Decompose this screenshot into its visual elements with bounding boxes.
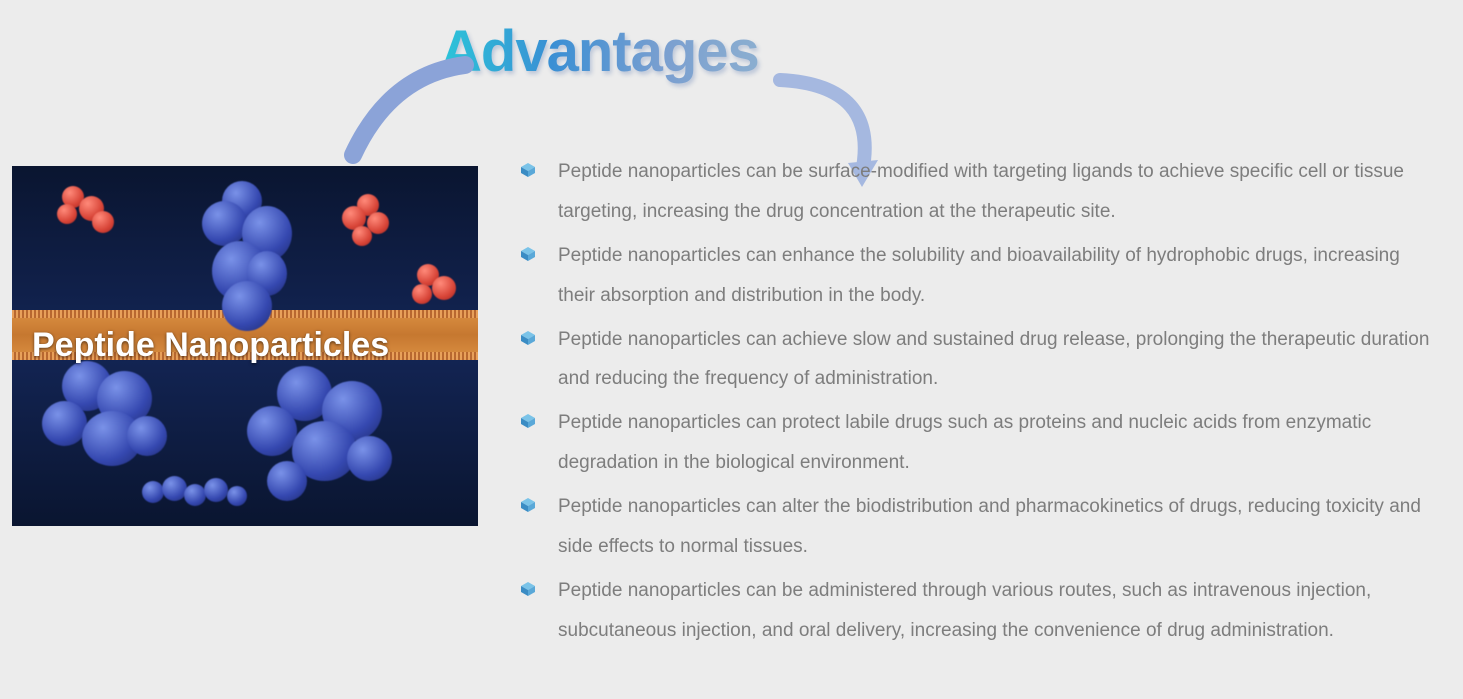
list-item: Peptide nanoparticles can achieve slow a… xyxy=(520,320,1430,400)
list-item: Peptide nanoparticles can be administere… xyxy=(520,571,1430,651)
nanoparticle-image: Peptide Nanoparticles xyxy=(12,166,478,526)
image-caption: Peptide Nanoparticles xyxy=(32,326,389,365)
left-arrow-icon xyxy=(335,55,475,165)
blue-molecule-cluster xyxy=(142,476,262,516)
list-item-text: Peptide nanoparticles can alter the biod… xyxy=(558,496,1421,557)
list-item: Peptide nanoparticles can enhance the so… xyxy=(520,236,1430,316)
red-molecule-cluster xyxy=(407,264,467,319)
cube-icon xyxy=(520,246,536,262)
cube-icon xyxy=(520,330,536,346)
blue-molecule-cluster xyxy=(237,366,407,511)
red-molecule-cluster xyxy=(337,194,407,254)
list-item: Peptide nanoparticles can alter the biod… xyxy=(520,487,1430,567)
cube-icon xyxy=(520,581,536,597)
blue-molecule-cluster xyxy=(192,181,302,331)
list-item-text: Peptide nanoparticles can enhance the so… xyxy=(558,245,1400,306)
list-item: Peptide nanoparticles can protect labile… xyxy=(520,403,1430,483)
cube-icon xyxy=(520,497,536,513)
list-item-text: Peptide nanoparticles can be administere… xyxy=(558,580,1371,641)
cube-icon xyxy=(520,162,536,178)
list-item-text: Peptide nanoparticles can achieve slow a… xyxy=(558,329,1429,390)
blue-molecule-cluster xyxy=(42,361,182,491)
list-item-text: Peptide nanoparticles can protect labile… xyxy=(558,412,1371,473)
title-heading: Advantages xyxy=(440,18,759,85)
red-molecule-cluster xyxy=(57,186,127,241)
cube-icon xyxy=(520,413,536,429)
list-item: Peptide nanoparticles can be surface-mod… xyxy=(520,152,1430,232)
advantages-list: Peptide nanoparticles can be surface-mod… xyxy=(520,152,1430,655)
infographic-container: Advantages xyxy=(0,0,1463,699)
list-item-text: Peptide nanoparticles can be surface-mod… xyxy=(558,161,1404,222)
